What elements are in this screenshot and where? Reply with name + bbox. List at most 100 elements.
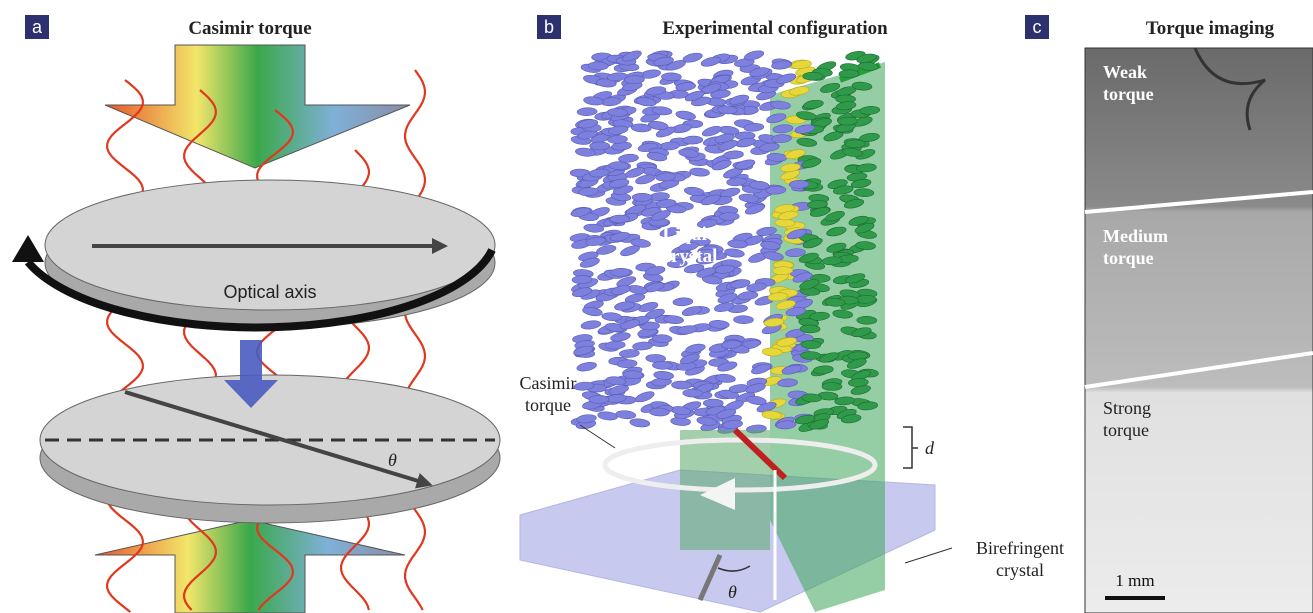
molecule xyxy=(700,56,721,67)
molecule xyxy=(582,306,603,317)
molecule xyxy=(605,340,626,350)
crystal-label: Birefringent crystal xyxy=(976,538,1064,580)
molecule xyxy=(837,116,858,126)
scale-label: 1 mm xyxy=(1115,571,1154,590)
molecule xyxy=(820,82,841,93)
molecule xyxy=(632,341,653,351)
molecule xyxy=(786,228,807,240)
torque-ring xyxy=(602,437,878,493)
molecule xyxy=(700,194,721,206)
molecule xyxy=(855,149,876,160)
molecule xyxy=(851,327,872,338)
molecule xyxy=(585,236,606,246)
molecule xyxy=(751,363,771,375)
molecule xyxy=(791,60,812,70)
molecule xyxy=(717,361,738,372)
molecule xyxy=(800,340,822,349)
molecule xyxy=(651,106,673,116)
molecule xyxy=(724,400,744,412)
panel-title: Casimir torque xyxy=(188,18,311,39)
molecule xyxy=(802,237,823,249)
leader-line xyxy=(579,424,616,449)
molecule xyxy=(653,371,674,380)
molecule xyxy=(745,383,766,394)
red-arrow xyxy=(732,427,788,481)
molecule xyxy=(796,137,818,147)
molecule xyxy=(682,388,704,398)
medium-label: Medium torque xyxy=(1103,226,1168,268)
molecule xyxy=(776,337,797,347)
molecule xyxy=(698,249,719,258)
molecule xyxy=(770,100,791,110)
axis-label: Optical axis xyxy=(223,282,316,302)
molecule xyxy=(607,125,629,135)
molecule xyxy=(646,152,668,162)
molecule xyxy=(678,241,699,252)
gray-arrow xyxy=(697,553,723,602)
molecule xyxy=(606,72,628,82)
image-feature xyxy=(1193,47,1266,131)
molecule xyxy=(856,315,878,325)
molecule xyxy=(772,266,794,276)
molecule xyxy=(701,275,723,285)
molecule xyxy=(645,266,666,276)
molecule xyxy=(826,242,847,253)
torque-image xyxy=(1084,47,1313,613)
molecule xyxy=(635,174,656,185)
molecule xyxy=(651,210,671,221)
molecule xyxy=(614,301,635,311)
molecule xyxy=(659,227,680,237)
molecule xyxy=(726,177,747,187)
panel-title: Torque imaging xyxy=(1146,18,1275,39)
molecule xyxy=(663,315,684,324)
molecule xyxy=(761,410,783,420)
panel-a: a Casimir torque θ Optical axis xyxy=(12,15,501,613)
molecule xyxy=(799,324,821,334)
molecule xyxy=(655,172,676,182)
liquid-crystal xyxy=(569,50,881,434)
molecule xyxy=(622,370,644,380)
molecule xyxy=(575,147,596,157)
molecule xyxy=(573,381,595,391)
molecule xyxy=(825,210,845,222)
molecule xyxy=(609,232,631,242)
molecule xyxy=(671,380,692,390)
panel-badge xyxy=(25,15,49,39)
molecule xyxy=(727,239,748,249)
molecule xyxy=(835,101,857,111)
molecule xyxy=(682,135,704,145)
molecule xyxy=(683,263,705,274)
molecule xyxy=(763,317,785,327)
molecule xyxy=(798,252,819,263)
molecule xyxy=(684,90,705,102)
molecule xyxy=(746,395,767,405)
light-arrow xyxy=(94,519,406,613)
molecule xyxy=(792,272,813,283)
molecule xyxy=(626,204,646,215)
molecule xyxy=(824,297,846,307)
molecule xyxy=(609,214,630,224)
molecule xyxy=(649,407,670,417)
molecule xyxy=(800,351,821,360)
molecule xyxy=(696,219,718,228)
molecule xyxy=(589,141,611,151)
weak-label: Weak torque xyxy=(1103,62,1154,104)
molecule xyxy=(767,292,789,302)
light-wave xyxy=(404,69,426,611)
molecule xyxy=(572,287,593,298)
molecule xyxy=(672,297,694,307)
molecule xyxy=(607,135,628,144)
molecule xyxy=(846,358,867,369)
molecule xyxy=(780,163,801,173)
molecule xyxy=(722,419,743,429)
molecule xyxy=(577,119,599,129)
molecule xyxy=(661,72,682,82)
molecule xyxy=(652,360,673,370)
molecule xyxy=(583,223,604,233)
molecule xyxy=(843,198,865,209)
molecule xyxy=(622,50,642,62)
molecule xyxy=(718,140,738,151)
molecule xyxy=(576,414,597,424)
molecule xyxy=(785,307,807,317)
